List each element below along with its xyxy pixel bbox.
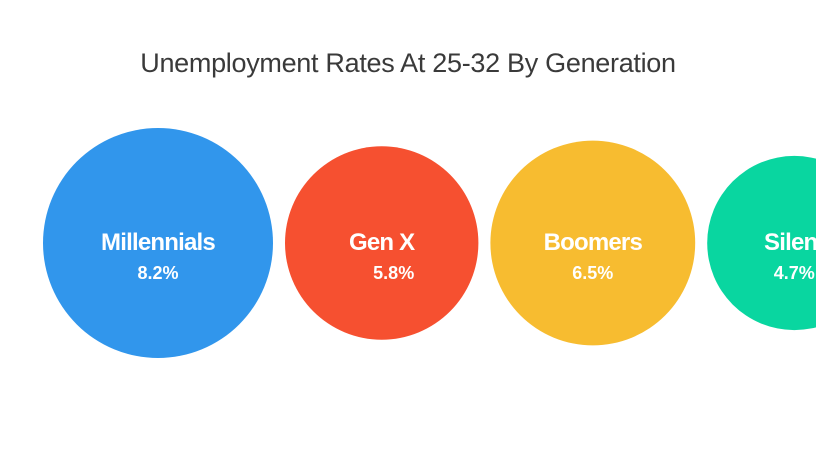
bubble-value-boomers: 6.5% (572, 263, 613, 283)
bubble-label-gen-x: Gen X (349, 229, 415, 256)
bubble-value-gen-x: 5.8% (373, 263, 414, 283)
bubble-silent (707, 155, 816, 331)
chart-title: Unemployment Rates At 25-32 By Generatio… (140, 48, 676, 78)
bubble-label-millennials: Millennials (101, 229, 215, 256)
bubble-value-millennials: 8.2% (137, 263, 178, 283)
bubble-gen-x (285, 146, 479, 340)
bubble-value-silent: 4.7% (774, 263, 815, 283)
bubble-millennials (43, 128, 273, 358)
bubble-label-silent: Silent (764, 229, 816, 256)
bubble-boomers (490, 140, 696, 346)
bubble-label-boomers: Boomers (544, 229, 643, 256)
